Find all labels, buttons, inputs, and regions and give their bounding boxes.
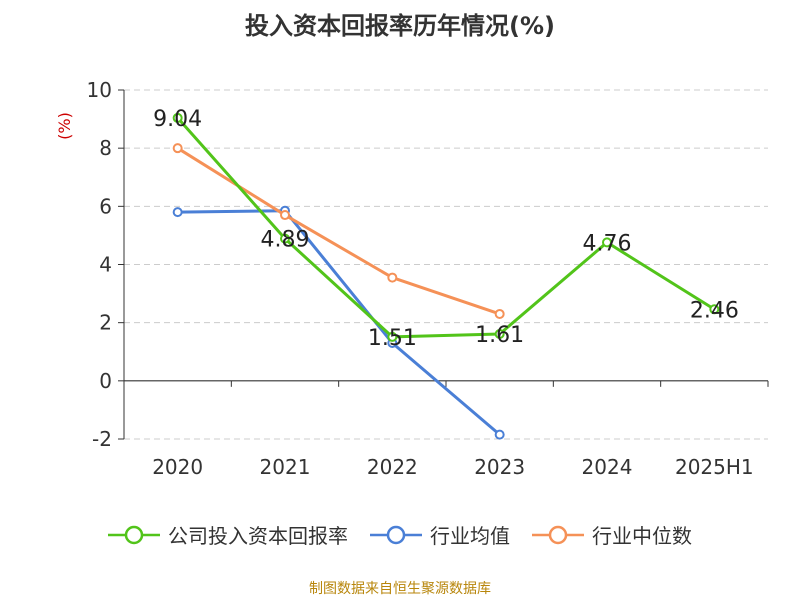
x-tick-label: 2021 xyxy=(260,455,311,479)
data-point xyxy=(387,272,398,283)
data-point xyxy=(602,237,612,248)
data-label: 1.61 xyxy=(475,323,524,348)
series-line xyxy=(177,209,501,436)
y-tick-label: 4 xyxy=(99,253,112,277)
chart-legend: 公司投入资本回报率 行业均值 行业中位数 xyxy=(0,520,800,549)
data-point xyxy=(709,304,720,315)
legend-line-orange-icon xyxy=(532,525,584,544)
data-point xyxy=(387,331,398,342)
x-tick-label: 2020 xyxy=(152,455,203,479)
series-line xyxy=(176,146,501,316)
data-label: 4.76 xyxy=(583,231,632,256)
data-point xyxy=(172,143,183,154)
x-tick-label: 2023 xyxy=(474,455,525,479)
legend-item-industry-median[interactable]: 行业中位数 xyxy=(532,520,692,549)
legend-label-company: 公司投入资本回报率 xyxy=(168,524,348,548)
y-tick-label: 0 xyxy=(99,369,112,393)
data-label: 1.51 xyxy=(368,326,417,351)
legend-label-industry-median: 行业中位数 xyxy=(592,524,692,548)
chart-title: 投入资本回报率历年情况(%) xyxy=(245,12,555,40)
data-label: 4.89 xyxy=(261,228,310,253)
legend-line-green-icon xyxy=(108,525,160,544)
data-source-note: 制图数据来自恒生聚源数据库 xyxy=(309,581,491,597)
data-point xyxy=(494,429,505,440)
legend-item-industry-mean[interactable]: 行业均值 xyxy=(370,520,510,549)
data-point xyxy=(172,112,183,123)
y-tick-label: 8 xyxy=(99,136,112,160)
x-tick-label: 2024 xyxy=(582,455,633,479)
data-point xyxy=(494,308,505,319)
x-tick-label: 2025H1 xyxy=(675,455,754,479)
y-tick-label: 6 xyxy=(99,194,112,218)
data-point xyxy=(494,329,505,340)
data-point xyxy=(280,233,290,244)
data-point xyxy=(172,207,183,218)
data-point xyxy=(280,210,290,221)
data-label: 2.46 xyxy=(690,298,739,323)
y-axis-label: (%) xyxy=(55,112,74,140)
legend-item-company[interactable]: 公司投入资本回报率 xyxy=(108,520,348,549)
legend-label-industry-mean: 行业均值 xyxy=(430,524,510,548)
series-line xyxy=(176,116,716,339)
y-tick-label: -2 xyxy=(92,427,112,451)
x-tick-label: 2022 xyxy=(367,455,418,479)
y-tick-label: 10 xyxy=(87,78,112,102)
legend-line-blue-icon xyxy=(370,525,422,544)
data-label: 9.04 xyxy=(153,107,202,132)
y-tick-label: 2 xyxy=(99,311,112,335)
